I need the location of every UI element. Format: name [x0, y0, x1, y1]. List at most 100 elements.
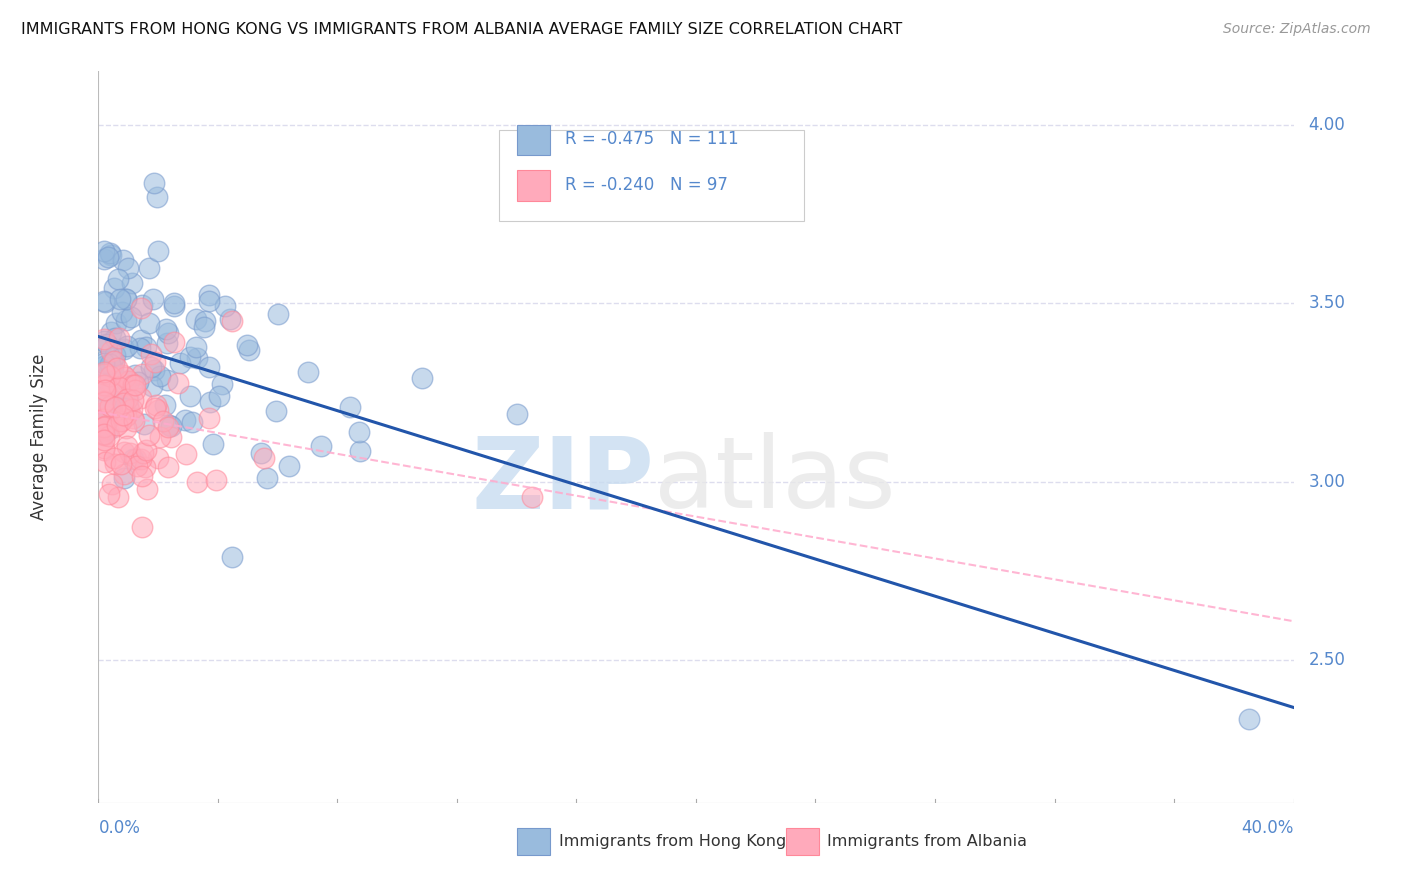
Point — [94, 419, 117, 434]
Point — [97, 387, 120, 401]
Point — [110, 414, 132, 428]
Point — [163, 299, 186, 313]
Point — [114, 312, 136, 326]
Point — [135, 483, 157, 497]
Point — [97, 429, 120, 443]
Point — [157, 460, 180, 475]
Point — [134, 459, 156, 474]
Point — [96, 410, 118, 425]
Bar — [517, 828, 550, 855]
Point — [100, 380, 122, 394]
Point — [214, 299, 236, 313]
Point — [93, 426, 115, 441]
Point — [121, 451, 143, 466]
Text: R = -0.240   N = 97: R = -0.240 N = 97 — [565, 176, 727, 194]
Point — [124, 368, 146, 382]
Point — [121, 277, 143, 291]
Point — [127, 375, 149, 389]
Point — [94, 384, 117, 398]
Point — [118, 374, 141, 388]
Point — [112, 445, 135, 459]
Point — [100, 325, 122, 339]
Point — [256, 471, 278, 485]
Point — [93, 378, 115, 392]
Text: Average Family Size: Average Family Size — [30, 354, 48, 520]
Point — [118, 403, 141, 417]
Point — [309, 439, 332, 453]
Point — [100, 343, 122, 358]
Point — [93, 332, 115, 346]
Point — [114, 467, 136, 482]
Point — [179, 388, 201, 402]
Point — [219, 312, 242, 326]
Point — [135, 340, 157, 354]
Point — [117, 400, 139, 414]
Text: Immigrants from Albania: Immigrants from Albania — [827, 834, 1028, 849]
Point — [194, 314, 217, 328]
Point — [117, 260, 139, 275]
Point — [157, 417, 180, 432]
Point — [155, 398, 177, 412]
Point — [198, 395, 221, 409]
Point — [98, 245, 121, 260]
Point — [93, 405, 115, 419]
Point — [349, 425, 371, 439]
Point — [339, 401, 361, 415]
Point — [122, 414, 145, 428]
Point — [145, 401, 167, 415]
Point — [115, 293, 138, 307]
Text: IMMIGRANTS FROM HONG KONG VS IMMIGRANTS FROM ALBANIA AVERAGE FAMILY SIZE CORRELA: IMMIGRANTS FROM HONG KONG VS IMMIGRANTS … — [21, 22, 903, 37]
Point — [112, 368, 135, 382]
Point — [104, 401, 127, 415]
Point — [111, 304, 134, 318]
Point — [93, 371, 115, 385]
Point — [105, 360, 128, 375]
Point — [129, 301, 152, 316]
Point — [221, 314, 243, 328]
Point — [125, 452, 148, 467]
Point — [146, 244, 169, 258]
Point — [120, 310, 142, 324]
Point — [145, 398, 167, 412]
Point — [104, 393, 127, 408]
Point — [121, 392, 143, 407]
Point — [93, 354, 115, 368]
Point — [93, 334, 115, 348]
Point — [138, 428, 160, 442]
Point — [112, 408, 135, 422]
Point — [117, 391, 139, 405]
Point — [160, 419, 183, 434]
Point — [93, 356, 115, 370]
Point — [141, 379, 163, 393]
Point — [163, 296, 186, 310]
Point — [208, 388, 231, 402]
Point — [115, 408, 138, 422]
Point — [138, 316, 160, 330]
Point — [111, 396, 134, 410]
Point — [108, 292, 131, 306]
Point — [156, 419, 179, 434]
Point — [135, 443, 157, 458]
Point — [157, 326, 180, 341]
Point — [93, 365, 115, 379]
Point — [115, 339, 138, 353]
Point — [93, 382, 115, 396]
Text: 2.50: 2.50 — [1309, 651, 1346, 669]
Point — [205, 473, 228, 487]
Point — [146, 402, 169, 417]
Point — [506, 408, 529, 422]
Point — [120, 446, 142, 460]
Point — [93, 425, 115, 439]
Point — [115, 374, 138, 388]
Point — [112, 253, 135, 268]
Point — [105, 316, 128, 330]
Bar — [786, 828, 820, 855]
Point — [93, 359, 115, 373]
Point — [127, 459, 149, 474]
Point — [238, 343, 260, 357]
Point — [198, 288, 221, 302]
Point — [103, 353, 125, 368]
Point — [93, 441, 115, 455]
Point — [131, 298, 153, 312]
Point — [93, 455, 115, 469]
